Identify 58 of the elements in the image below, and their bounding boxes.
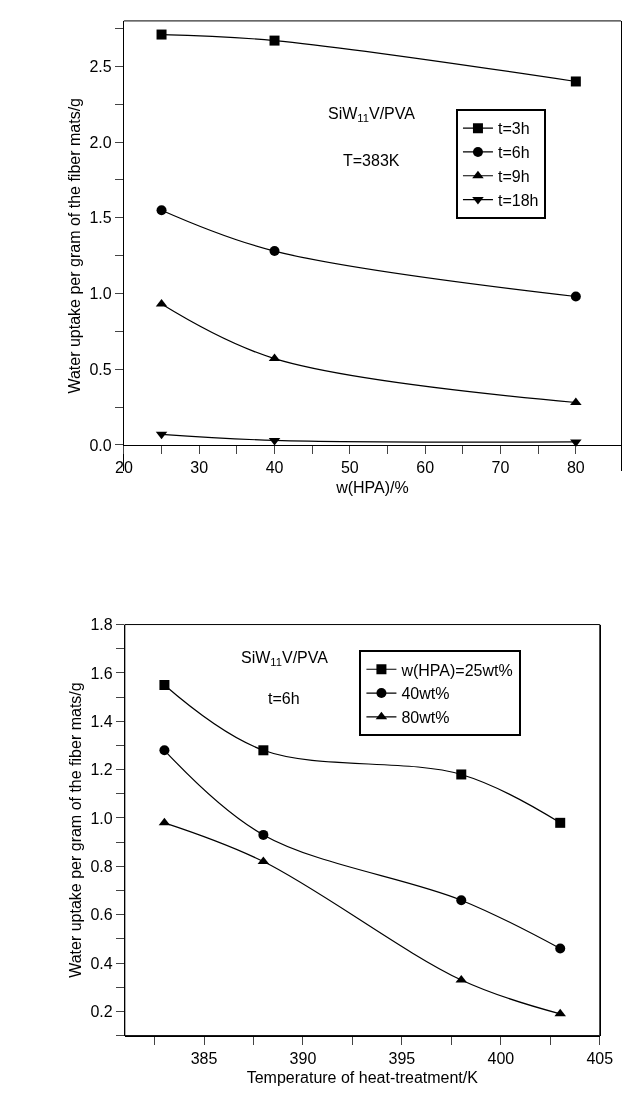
y-tick-label: 1.0 (89, 285, 112, 303)
point (456, 769, 467, 780)
annotation: SiW$_{11}$V/PVA (328, 105, 416, 125)
point (159, 680, 170, 691)
x-tick-label: 60 (416, 459, 435, 477)
x-tick-label: 80 (566, 459, 585, 477)
x-axis-title: Temperature of heat-treatment/K (246, 1069, 479, 1087)
point (570, 76, 581, 87)
legend-label: t=18h (497, 191, 539, 209)
x-tick-label: 70 (491, 459, 510, 477)
x-tick-label: 385 (190, 1049, 218, 1067)
x-tick-label: 20 (114, 459, 133, 477)
y-tick-label: 1.2 (90, 761, 113, 779)
y-axis-title: Water uptake per gram of the fiber mats/g (67, 682, 85, 978)
legend-label: 80wt% (401, 709, 450, 727)
point (156, 29, 167, 40)
y-tick-label: 2.5 (89, 57, 112, 75)
point (258, 745, 269, 756)
legend-label: w(HPA)=25wt% (400, 661, 513, 679)
y-tick-label: 2.0 (89, 133, 112, 151)
point (269, 246, 280, 257)
point (570, 291, 581, 302)
point (159, 745, 170, 756)
x-tick-label: 400 (487, 1049, 515, 1067)
y-tick-label: 1.5 (89, 209, 112, 227)
point (269, 35, 280, 46)
point (555, 943, 566, 954)
annotation: T=383K (343, 152, 400, 169)
point (456, 895, 467, 906)
y-tick-label: 1.4 (90, 712, 113, 730)
y-tick-label: 0.0 (89, 436, 112, 454)
y-tick-label: 1.0 (90, 809, 113, 827)
annotation: t=6h (268, 690, 300, 707)
point (258, 829, 269, 840)
y-axis-title: Water uptake per gram of the fiber mats/g (66, 98, 84, 394)
x-tick-label: 30 (190, 459, 209, 477)
y-tick-label: 1.6 (90, 664, 113, 682)
x-tick-label: 390 (289, 1049, 317, 1067)
y-tick-label: 0.8 (90, 857, 113, 875)
y-tick-label: 0.4 (90, 954, 113, 972)
y-tick-label: 0.6 (90, 906, 113, 924)
legend-label: 40wt% (401, 685, 450, 703)
point (554, 1008, 566, 1017)
x-tick-label: 40 (265, 459, 284, 477)
y-tick-label: 0.5 (89, 360, 112, 378)
annotation: SiW$_{11}$V/PVA (241, 649, 329, 669)
legend-label: t=6h (497, 144, 530, 162)
point (570, 397, 582, 406)
x-axis-title: w(HPA)/% (335, 478, 409, 496)
point (156, 205, 167, 216)
point (555, 817, 566, 828)
x-tick-label: 395 (388, 1049, 416, 1067)
legend-label: t=9h (497, 168, 530, 186)
y-tick-label: 0.2 (90, 1003, 113, 1021)
legend-label: t=3h (497, 120, 530, 138)
y-tick-label: 1.8 (90, 616, 113, 634)
x-tick-label: 50 (340, 459, 359, 477)
x-tick-label: 405 (586, 1049, 614, 1067)
